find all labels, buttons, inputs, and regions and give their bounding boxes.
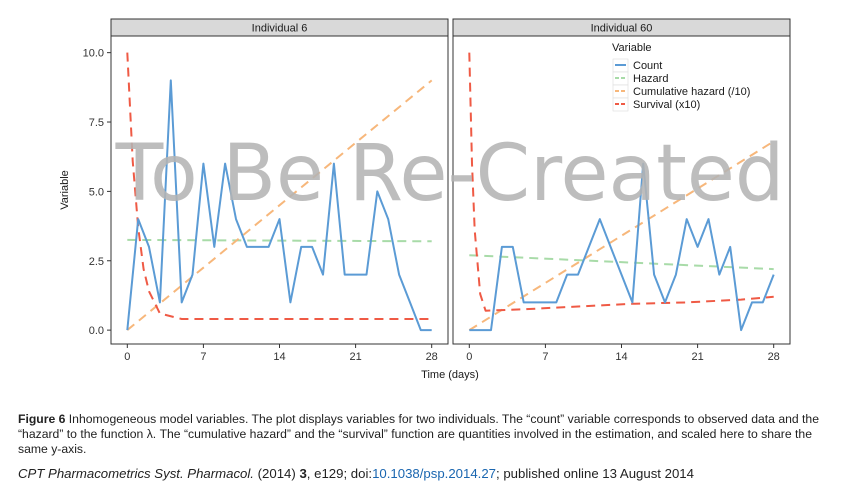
figure-label: Figure 6 bbox=[18, 412, 66, 426]
series-line-count-panel-1 bbox=[126, 79, 432, 332]
legend-title: Variable bbox=[612, 42, 652, 54]
watermark-text: To Be Re-Created bbox=[115, 129, 785, 219]
x-tick-label-panel-2: 7 bbox=[542, 351, 548, 363]
doi-link[interactable]: 10.1038/psp.2014.27 bbox=[372, 466, 496, 481]
y-tick-label: 5.0 bbox=[89, 186, 104, 198]
x-tick-label-panel-2: 0 bbox=[466, 351, 472, 363]
series-line-hazard-panel-1 bbox=[127, 238, 432, 243]
series-group-panel-1 bbox=[126, 52, 433, 332]
citation-volume: 3 bbox=[299, 466, 307, 481]
plot-panel-1 bbox=[110, 35, 449, 345]
citation-line: CPT Pharmacometrics Syst. Pharmacol. (20… bbox=[18, 466, 838, 481]
series-line-hazard-panel-2 bbox=[469, 254, 774, 271]
panel-title-1: Individual 6 bbox=[252, 23, 308, 35]
series-line-survival-x10-panel-2 bbox=[468, 52, 774, 312]
y-tick-label: 7.5 bbox=[89, 117, 104, 129]
series-group-panel-2 bbox=[468, 52, 775, 332]
series-line-survival-x10-panel-1 bbox=[126, 52, 432, 320]
x-tick-label-panel-2: 28 bbox=[768, 351, 780, 363]
y-tick-label: 2.5 bbox=[89, 256, 104, 268]
x-tick-label-panel-1: 14 bbox=[273, 351, 285, 363]
figure-caption: Figure 6 Inhomogeneous model variables. … bbox=[18, 412, 838, 457]
legend-label-hazard: Hazard bbox=[633, 73, 668, 85]
citation-published: ; published online 13 August 2014 bbox=[496, 466, 694, 481]
y-axis: 0.0 2.5 5.0 7.5 10.0 bbox=[83, 48, 111, 337]
y-tick-label: 10.0 bbox=[83, 48, 104, 60]
faceted-line-chart: Individual 6 Individual 60 0.0 2.5 5.0 7.5 1… bbox=[59, 18, 791, 381]
citation-year: (2014) bbox=[257, 466, 296, 481]
x-tick-label-panel-2: 21 bbox=[691, 351, 703, 363]
legend-label-cumulative-hazard-10: Cumulative hazard (/10) bbox=[633, 86, 750, 98]
x-tick-label-panel-1: 7 bbox=[200, 351, 206, 363]
figure-caption-text: Inhomogeneous model variables. The plot … bbox=[18, 412, 819, 456]
y-axis-title: Variable bbox=[59, 170, 71, 210]
x-tick-label-panel-1: 0 bbox=[124, 351, 130, 363]
panel-title-2: Individual 60 bbox=[591, 23, 653, 35]
legend-key-box bbox=[612, 97, 629, 112]
x-tick-label-panel-1: 21 bbox=[349, 351, 361, 363]
x-tick-label-panel-1: 28 bbox=[426, 351, 438, 363]
x-axis-title: Time (days) bbox=[421, 369, 479, 381]
citation-article: , e129; doi: bbox=[306, 466, 373, 481]
legend-label-count: Count bbox=[633, 60, 662, 72]
x-tick-label-panel-2: 14 bbox=[615, 351, 627, 363]
series-line-count-panel-2 bbox=[469, 162, 775, 332]
y-tick-label: 0.0 bbox=[89, 325, 104, 337]
legend-label-survival-x10: Survival (x10) bbox=[633, 99, 700, 111]
journal-name: CPT Pharmacometrics Syst. Pharmacol. bbox=[18, 466, 254, 481]
series-line-cumulative-hazard-10-panel-1 bbox=[126, 79, 433, 331]
x-axes: 0 7 14 21 28 0 7 14 21 28 bbox=[124, 344, 780, 363]
